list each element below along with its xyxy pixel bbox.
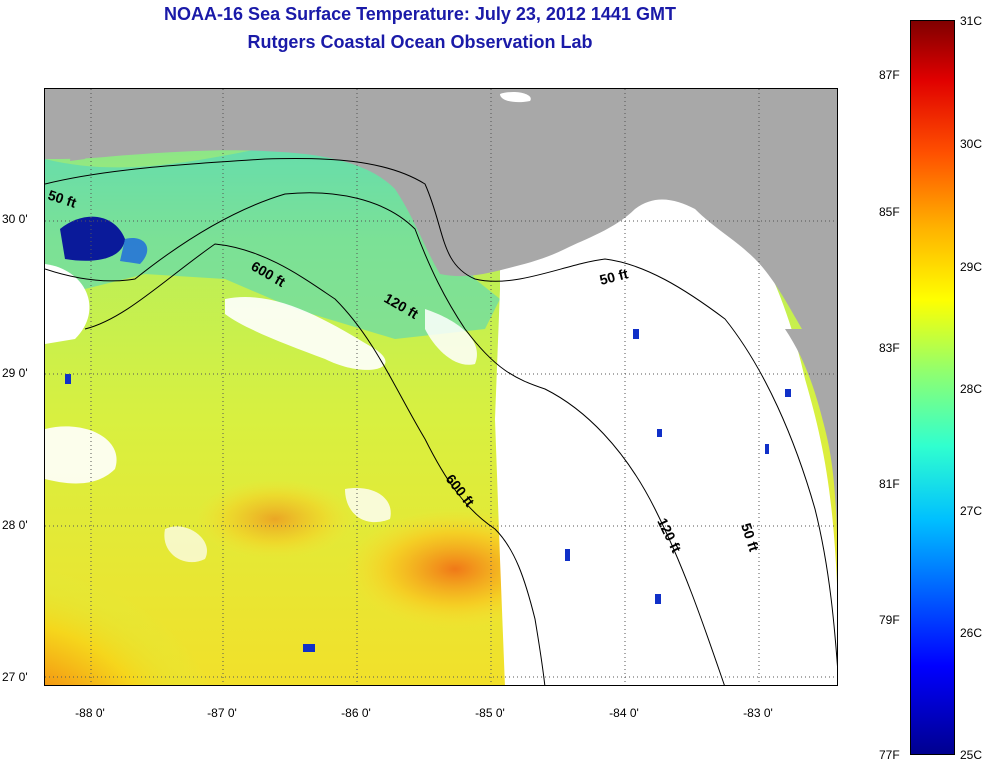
- colorbar-label-29c: 29C: [960, 260, 983, 274]
- cloud-patch-2: [225, 297, 386, 370]
- cold-water-bay: [60, 216, 125, 261]
- colorbar-label-31c: 31C: [960, 14, 983, 28]
- map-subtitle: Rutgers Coastal Ocean Observation Lab: [247, 32, 593, 52]
- colorbar-label-83f: 83F: [879, 341, 900, 355]
- cloud-patch-3: [425, 309, 477, 365]
- lat-label-27: 27 0': [2, 670, 28, 684]
- colorbar-label-27c: 27C: [960, 504, 983, 518]
- temperature-colorbar: [910, 20, 955, 755]
- colorbar-label-25c: 25C: [960, 748, 983, 762]
- contour-50ft: [45, 157, 837, 667]
- colorbar-label-28c: 28C: [960, 382, 983, 396]
- contour-600ft: [84, 243, 546, 685]
- lon-label-84: -84 0': [609, 706, 639, 720]
- colorbar-label-79f: 79F: [879, 613, 900, 627]
- florida-peninsula: [785, 329, 837, 533]
- lat-label-30: 30 0': [2, 212, 28, 226]
- colorbar-label-81f: 81F: [879, 477, 900, 491]
- lon-label-86: -86 0': [341, 706, 371, 720]
- lon-label-87: -87 0': [207, 706, 237, 720]
- inland-lake: [500, 91, 531, 103]
- land-mass: [45, 89, 837, 349]
- sst-map: 50 ft 600 ft 120 ft 50 ft 600 ft 120 ft …: [44, 88, 838, 686]
- cloud-mask-west: [45, 264, 90, 344]
- cloud-patch-4: [345, 488, 391, 523]
- lon-label-83: -83 0': [743, 706, 773, 720]
- colorbar-label-87f: 87F: [879, 68, 900, 82]
- colorbar-label-85f: 85F: [879, 205, 900, 219]
- bathymetry-contours: [45, 157, 837, 685]
- colorbar-label-26c: 26C: [960, 626, 983, 640]
- graticule: [45, 89, 837, 685]
- map-title: NOAA-16 Sea Surface Temperature: July 23…: [164, 4, 676, 24]
- contour-label-50-east: 50 ft: [598, 265, 630, 288]
- cool-water-patch: [120, 238, 148, 264]
- warm-water-center: [195, 479, 355, 559]
- sst-map-canvas: 50 ft 600 ft 120 ft 50 ft 600 ft 120 ft …: [45, 89, 837, 685]
- lat-label-28: 28 0': [2, 518, 28, 532]
- coastal-cool-band: [45, 142, 500, 339]
- contour-120ft: [45, 192, 725, 685]
- cool-specks: [65, 329, 791, 652]
- colorbar-label-30c: 30C: [960, 137, 983, 151]
- lon-label-85: -85 0': [475, 706, 505, 720]
- colorbar-label-77f: 77F: [879, 748, 900, 762]
- lon-label-88: -88 0': [75, 706, 105, 720]
- lat-label-29: 29 0': [2, 366, 28, 380]
- cloud-patch-1: [45, 426, 117, 484]
- cloud-patch-5: [164, 526, 207, 563]
- mobile-bay-land: [70, 117, 94, 161]
- cloud-mask-east: [495, 160, 837, 685]
